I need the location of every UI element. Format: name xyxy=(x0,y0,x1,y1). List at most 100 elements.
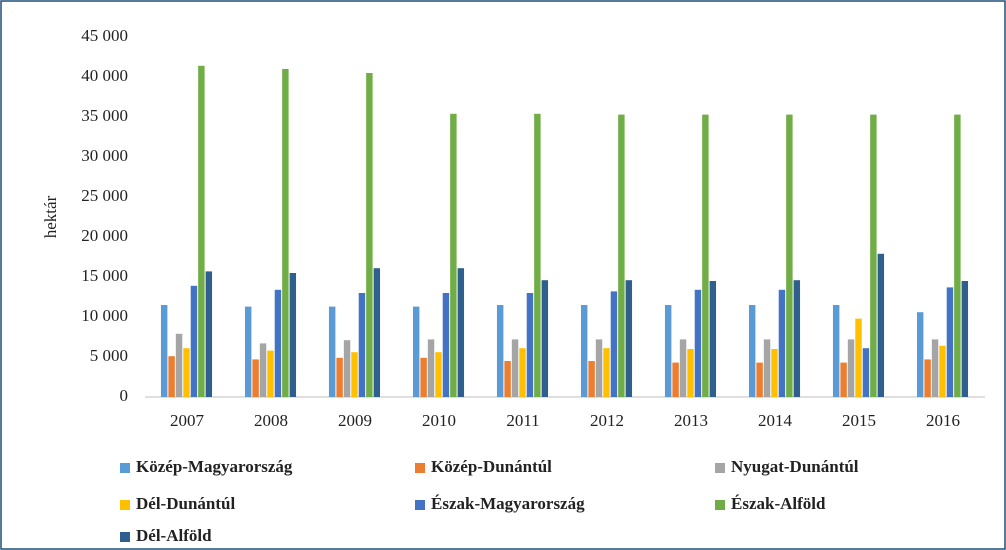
bar xyxy=(519,348,526,397)
bar xyxy=(282,69,289,397)
y-tick-label: 20 000 xyxy=(81,226,128,245)
legend-swatch xyxy=(415,463,425,473)
x-tick-label: 2016 xyxy=(926,411,960,430)
bar xyxy=(534,113,541,398)
bar xyxy=(351,352,358,397)
bar xyxy=(625,280,633,397)
x-tick-label: 2014 xyxy=(758,411,793,430)
legend-label: Nyugat-Dunántúl xyxy=(731,457,859,476)
y-tick-label: 15 000 xyxy=(81,266,128,285)
bar xyxy=(672,362,679,397)
legend-label: Közép-Magyarország xyxy=(136,457,293,476)
legend-label: Közép-Dunántúl xyxy=(431,457,552,476)
legend-label: Észak-Magyarország xyxy=(431,494,585,513)
bar xyxy=(939,345,946,397)
bar xyxy=(336,357,343,397)
bar xyxy=(183,348,190,397)
x-tick-label: 2009 xyxy=(338,411,372,430)
bar xyxy=(840,362,847,397)
legend-label: Dél-Dunántúl xyxy=(136,494,235,513)
bar xyxy=(931,339,939,397)
bar xyxy=(924,359,931,397)
bar xyxy=(763,339,771,397)
bar xyxy=(190,285,198,397)
bar xyxy=(709,281,717,397)
legend-swatch xyxy=(415,500,425,510)
bar xyxy=(954,114,961,397)
bar xyxy=(595,339,603,397)
bar xyxy=(259,343,267,397)
x-tick-label: 2008 xyxy=(254,411,288,430)
bar xyxy=(603,348,610,397)
x-tick-label: 2015 xyxy=(842,411,876,430)
bar xyxy=(267,350,274,397)
bar xyxy=(694,289,702,397)
x-tick-label: 2007 xyxy=(170,411,205,430)
bar xyxy=(588,361,595,397)
x-tick-label: 2013 xyxy=(674,411,708,430)
x-tick-label: 2010 xyxy=(422,411,456,430)
bar xyxy=(427,339,435,397)
bar xyxy=(526,293,534,397)
bar xyxy=(175,333,183,397)
bar xyxy=(442,293,450,397)
bar xyxy=(793,280,801,397)
bar xyxy=(450,113,457,398)
y-tick-label: 45 000 xyxy=(81,26,128,45)
legend-swatch xyxy=(120,463,130,473)
bar xyxy=(786,114,793,397)
bar xyxy=(366,73,373,397)
bar xyxy=(198,65,205,398)
bar xyxy=(618,114,625,397)
bar xyxy=(504,361,511,397)
y-tick-label: 35 000 xyxy=(81,106,128,125)
bar xyxy=(412,306,420,397)
bar xyxy=(328,306,336,397)
bar xyxy=(244,306,252,397)
y-tick-label: 25 000 xyxy=(81,186,128,205)
bar xyxy=(435,352,442,397)
y-tick-label: 5 000 xyxy=(90,346,128,365)
bar xyxy=(946,287,954,397)
y-tick-label: 0 xyxy=(120,386,129,405)
bar xyxy=(756,362,763,397)
bar xyxy=(358,293,366,397)
y-tick-label: 30 000 xyxy=(81,146,128,165)
bar xyxy=(748,305,756,397)
legend-swatch xyxy=(715,500,725,510)
bar xyxy=(168,356,175,397)
bar xyxy=(457,268,465,397)
bar xyxy=(541,280,549,397)
bar xyxy=(778,289,786,397)
x-tick-label: 2012 xyxy=(590,411,624,430)
bar xyxy=(496,305,504,397)
y-axis-label: hektár xyxy=(41,195,60,238)
bar xyxy=(771,349,778,397)
bar xyxy=(877,253,885,397)
x-tick-label: 2011 xyxy=(506,411,539,430)
bar xyxy=(862,348,870,397)
bar xyxy=(679,339,687,397)
bar xyxy=(687,349,694,397)
legend-swatch xyxy=(120,532,130,542)
bar xyxy=(832,305,840,397)
bar xyxy=(343,340,351,397)
bar xyxy=(420,357,427,397)
bar xyxy=(274,289,282,397)
bar xyxy=(373,268,381,397)
bar xyxy=(664,305,672,397)
bar xyxy=(702,114,709,397)
bar xyxy=(580,305,588,397)
y-tick-label: 10 000 xyxy=(81,306,128,325)
bar xyxy=(855,318,862,397)
legend-swatch xyxy=(715,463,725,473)
bar xyxy=(252,359,259,397)
bar xyxy=(610,291,618,397)
bar xyxy=(511,339,519,397)
bar xyxy=(205,271,213,397)
legend-label: Észak-Alföld xyxy=(731,494,826,513)
bar xyxy=(289,273,297,397)
bar xyxy=(847,339,855,397)
